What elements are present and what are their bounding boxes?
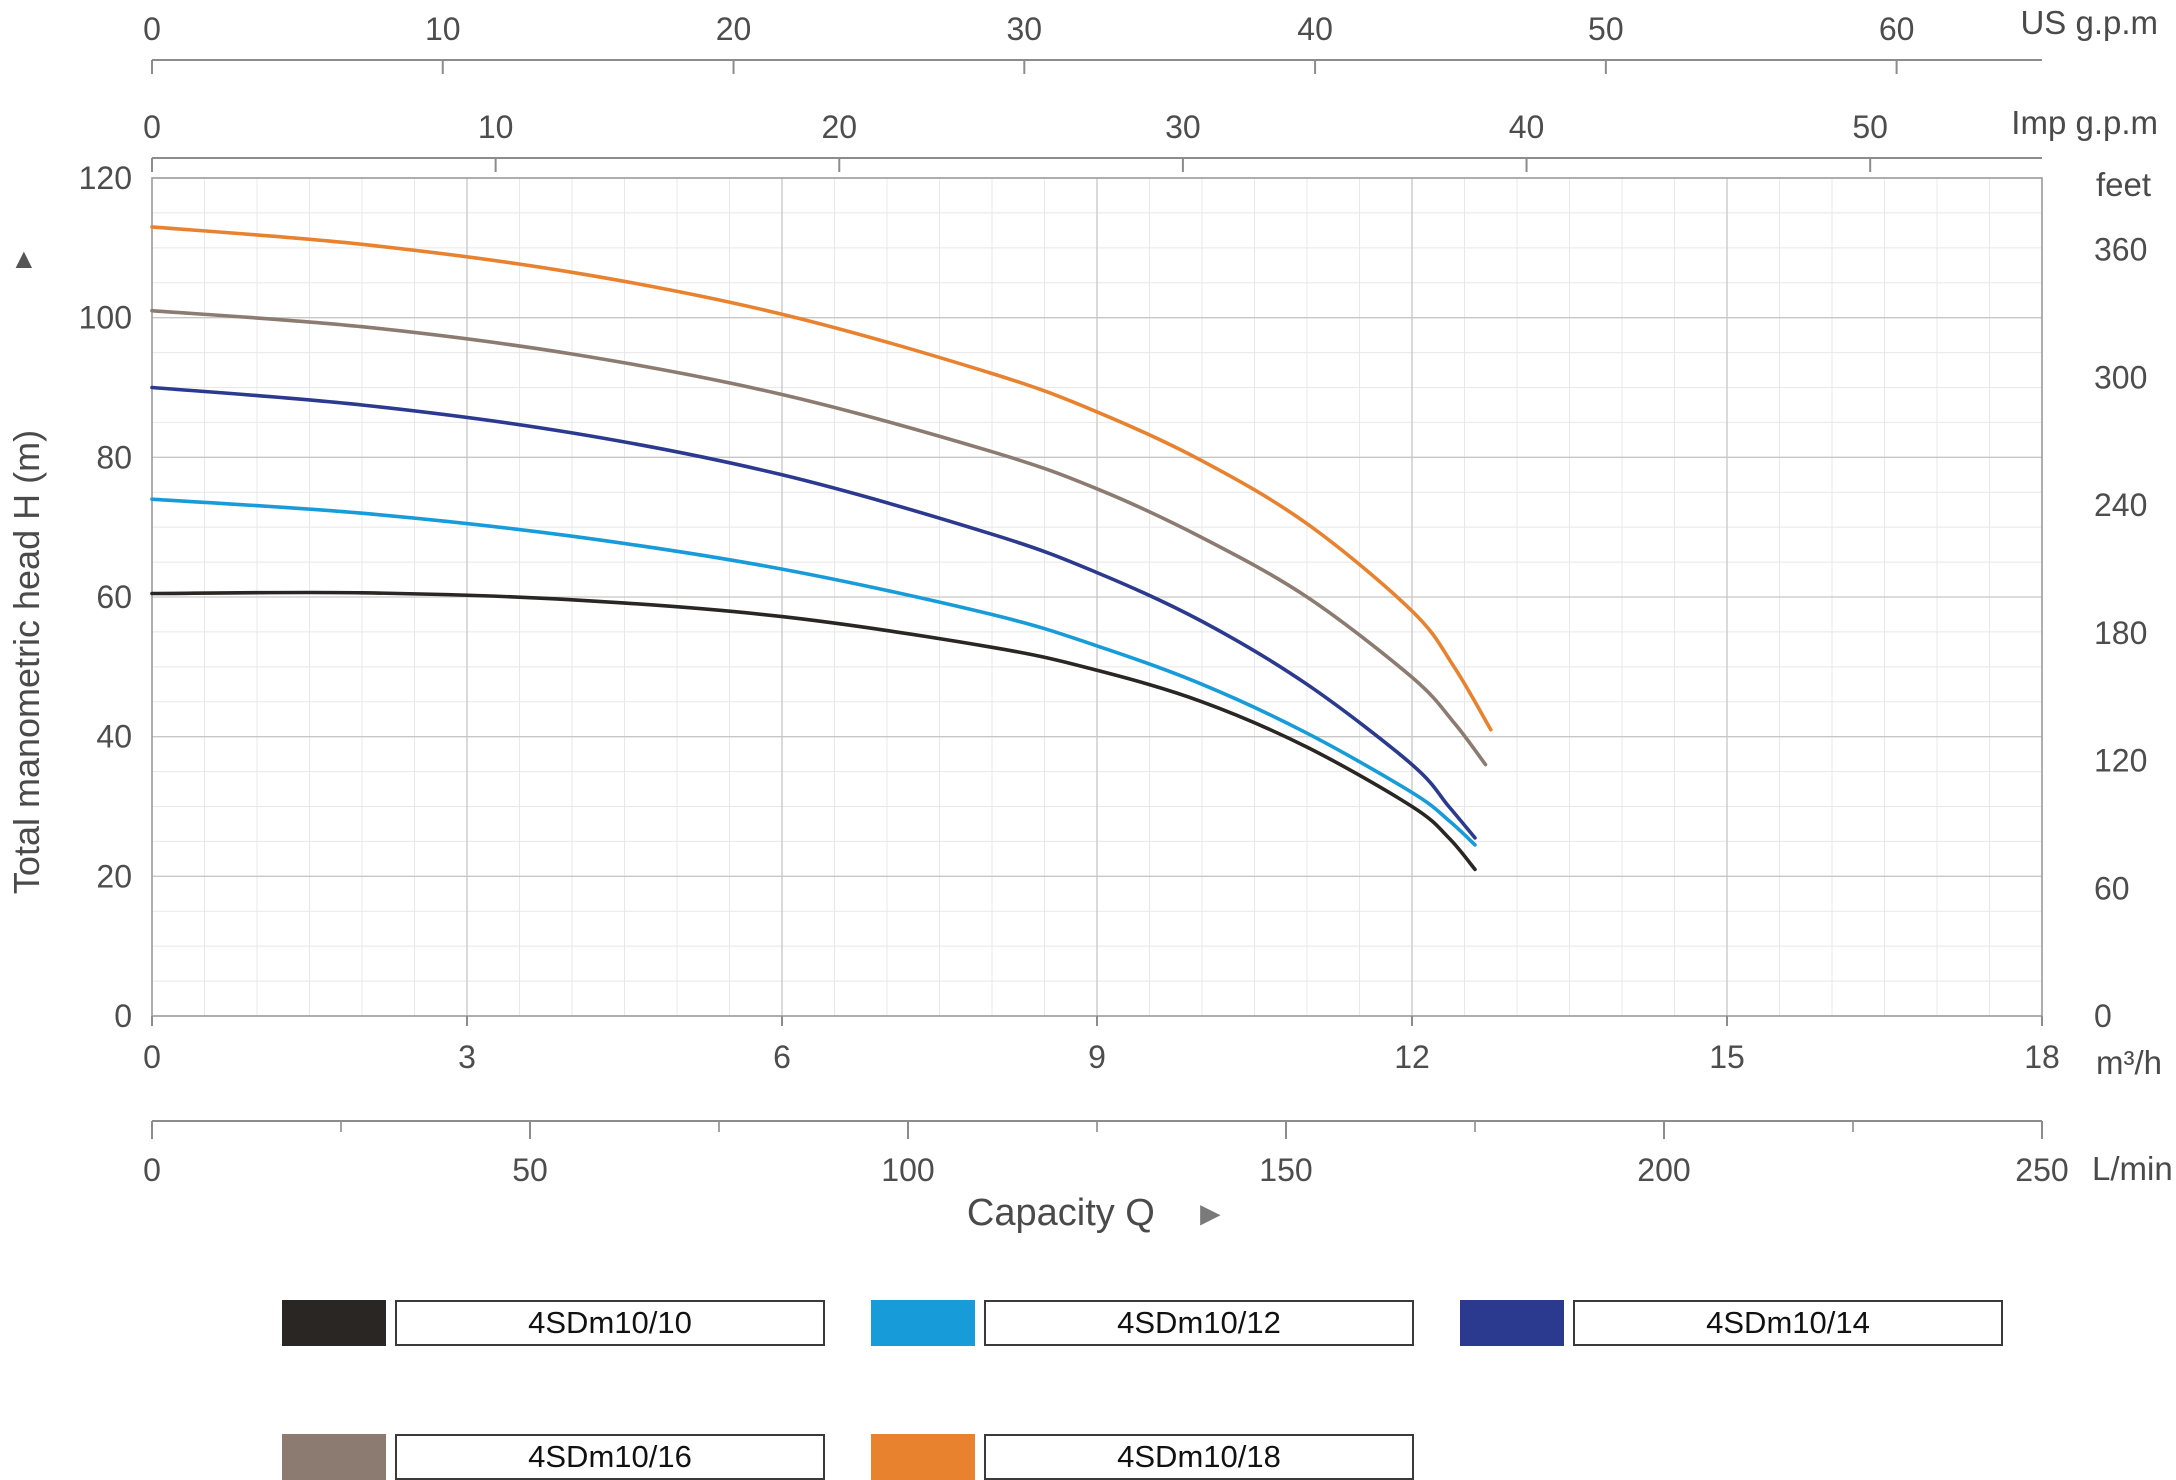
tick-label: 3 (458, 1039, 476, 1075)
legend-row-1: 4SDm10/10 4SDm10/12 4SDm10/14 (282, 1300, 2003, 1346)
tick-label: 30 (1007, 11, 1043, 47)
tick-label: 20 (821, 109, 857, 145)
tick-label: 6 (773, 1039, 791, 1075)
tick-label: 10 (478, 109, 514, 145)
m3h-axis-unit-label: m³/h (2096, 1044, 2162, 1081)
legend-label-4sdm10-18: 4SDm10/18 (984, 1434, 1414, 1480)
tick-label: 60 (1879, 11, 1915, 47)
curve-4SDm10-16 (150, 308, 1488, 767)
tick-label: 40 (1297, 11, 1333, 47)
tick-label: 120 (2094, 743, 2147, 779)
tick-label: 20 (96, 858, 132, 894)
curve-4SDm10-14 (150, 385, 1477, 840)
chart-canvas: 0 10 20 30 40 50 600 10 20 30 40 500204060801001200… (79, 11, 2148, 1188)
tick-label: 0 (2094, 998, 2112, 1034)
x-axis-title: Capacity Q ► (152, 1192, 2042, 1235)
tick-label: 120 (79, 160, 132, 196)
legend-item-4sdm10-10: 4SDm10/10 (282, 1300, 825, 1346)
tick-label: 20 (716, 11, 752, 47)
us-gpm-axis-unit-label: US g.p.m (2020, 4, 2158, 41)
legend-item-4sdm10-16: 4SDm10/16 (282, 1434, 825, 1480)
tick-label: 360 (2094, 232, 2147, 268)
tick-label: 300 (2094, 359, 2147, 395)
tick-label: 15 (1709, 1039, 1745, 1075)
legend-swatch-4sdm10-10 (282, 1300, 386, 1346)
tick-label: 0 (143, 11, 161, 47)
legend-swatch-4sdm10-18 (871, 1434, 975, 1480)
x-axis-title-text: Capacity Q (966, 1192, 1155, 1234)
legend-item-4sdm10-12: 4SDm10/12 (871, 1300, 1414, 1346)
tick-label: 0 (114, 998, 132, 1034)
m3h-axis: 0 3 6 9 12 15 18 (143, 1016, 2060, 1075)
tick-label: 240 (2094, 487, 2147, 523)
tick-label: 100 (881, 1152, 934, 1188)
lmin-axis-unit-label: L/min (2092, 1150, 2173, 1187)
imp-gpm-axis-unit-label: Imp g.p.m (2011, 104, 2158, 141)
tick-label: 0 (143, 109, 161, 145)
tick-label: 200 (1637, 1152, 1690, 1188)
feet-axis-unit-label: feet (2096, 166, 2152, 203)
tick-label: 40 (96, 719, 132, 755)
tick-label: 180 (2094, 615, 2147, 651)
imp-gpm-axis: 0 10 20 30 40 50 (143, 109, 2042, 172)
lmin-axis: 0 50 100 150 200 250 (143, 1120, 2069, 1188)
legend-swatch-4sdm10-14 (1460, 1300, 1564, 1346)
tick-label: 150 (1259, 1152, 1312, 1188)
tick-label: 30 (1165, 109, 1201, 145)
curve-4SDm10-18 (150, 225, 1493, 732)
curve-4SDm10-12 (150, 497, 1477, 847)
tick-label: 40 (1509, 109, 1545, 145)
tick-label: 12 (1394, 1039, 1430, 1075)
y-axis-title: Total manometric head H (m) (6, 429, 47, 895)
tick-label: 250 (2015, 1152, 2068, 1188)
tick-label: 100 (79, 300, 132, 336)
legend-item-4sdm10-14: 4SDm10/14 (1460, 1300, 2003, 1346)
tick-label: 10 (425, 11, 461, 47)
feet-axis: 0 60 120 180 240 300 360 (2094, 232, 2147, 1034)
head-m-axis: 0 20 40 60 80 100 120 (79, 160, 132, 1034)
legend-label-4sdm10-16: 4SDm10/16 (395, 1434, 825, 1480)
tick-label: 18 (2024, 1039, 2060, 1075)
tick-label: 50 (1588, 11, 1624, 47)
curves (150, 225, 1493, 872)
legend-label-4sdm10-12: 4SDm10/12 (984, 1300, 1414, 1346)
legend-swatch-4sdm10-16 (282, 1434, 386, 1480)
legend-label-4sdm10-10: 4SDm10/10 (395, 1300, 825, 1346)
tick-label: 9 (1088, 1039, 1106, 1075)
tick-label: 60 (2094, 870, 2130, 906)
tick-label: 60 (96, 579, 132, 615)
tick-label: 0 (143, 1039, 161, 1075)
tick-label: 80 (96, 439, 132, 475)
tick-label: 50 (512, 1152, 548, 1188)
legend-row-2: 4SDm10/16 4SDm10/18 (282, 1434, 1414, 1480)
tick-label: 50 (1852, 109, 1888, 145)
right-arrow-icon: ► (1193, 1195, 1228, 1233)
up-arrow-icon: ▲ (10, 243, 38, 274)
us-gpm-axis: 0 10 20 30 40 50 60 (143, 11, 2042, 74)
legend-swatch-4sdm10-12 (871, 1300, 975, 1346)
grid-major (152, 178, 2042, 1016)
curve-4SDm10-10 (150, 590, 1477, 872)
legend-item-4sdm10-18: 4SDm10/18 (871, 1434, 1414, 1480)
tick-label: 0 (143, 1152, 161, 1188)
legend-label-4sdm10-14: 4SDm10/14 (1573, 1300, 2003, 1346)
